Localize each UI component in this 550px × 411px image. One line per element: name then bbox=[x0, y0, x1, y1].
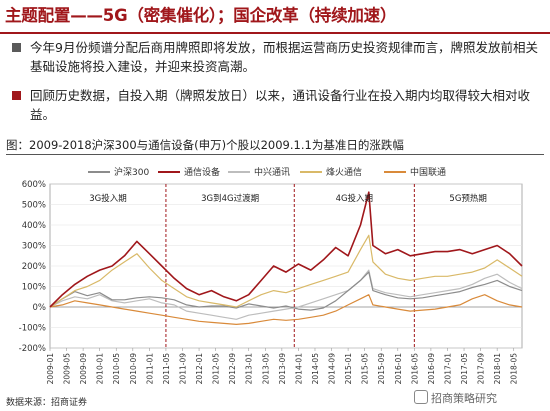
figure-caption: 图：2009-2018沪深300与通信设备(申万)个股以2009.1.1为基准日… bbox=[6, 138, 404, 152]
x-tick-label: 2016-01 bbox=[394, 353, 403, 385]
x-tick-label: 2013-05 bbox=[261, 353, 270, 385]
phase-label: 5G预热期 bbox=[449, 193, 487, 204]
x-tick-label: 2010-05 bbox=[112, 353, 121, 385]
wechat-logo-icon bbox=[414, 390, 428, 404]
series-line-0 bbox=[49, 271, 523, 311]
title-divider bbox=[0, 32, 550, 34]
bullet-text-2: 回顾历史数据，自投入期（牌照发放日）以来，通讯设备行业在投入期内均取得较大相对收… bbox=[30, 88, 531, 122]
legend-label: 通信设备 bbox=[184, 166, 220, 178]
x-tick-label: 2011-09 bbox=[178, 353, 187, 385]
x-tick-label: 2018-01 bbox=[493, 353, 502, 385]
x-tick-label: 2009-05 bbox=[63, 353, 72, 385]
chart-grid bbox=[49, 183, 523, 349]
x-tick-label: 2013-09 bbox=[278, 353, 287, 385]
x-tick-label: 2015-01 bbox=[344, 353, 353, 385]
phase-labels: 3G投入期 3G到4G过渡期 4G投入期 5G预热期 bbox=[89, 193, 487, 204]
y-axis: 600% 500% 400% 300% 200% 100% 0% -100% -200% bbox=[19, 180, 46, 354]
x-tick-label: 2009-09 bbox=[79, 353, 88, 385]
x-tick-label: 2014-09 bbox=[328, 353, 337, 385]
watermark: 招商策略研究 bbox=[414, 390, 497, 406]
y-tick-label: 600% bbox=[22, 180, 46, 190]
x-axis: 2009-01 2009-05 2009-09 2010-01 2010-05 2010-… bbox=[46, 348, 519, 384]
bullet-point-2: 回顾历史数据，自投入期（牌照发放日）以来，通讯设备行业在投入期内均取得较大相对收… bbox=[12, 86, 542, 126]
chart-legend: 沪深300 通信设备 中兴通讯 烽火通信 中国联通 bbox=[88, 166, 446, 178]
series-line-3 bbox=[49, 234, 523, 308]
x-tick-label: 2012-01 bbox=[195, 353, 204, 385]
caption-divider bbox=[6, 154, 544, 155]
line-chart: 600% 500% 400% 300% 200% 100% 0% -100% -200% 200… bbox=[19, 166, 523, 384]
x-tick-label: 2013-01 bbox=[245, 353, 254, 385]
y-tick-label: -100% bbox=[19, 324, 46, 334]
series-lines bbox=[49, 191, 523, 325]
legend-label: 沪深300 bbox=[114, 166, 149, 178]
x-tick-label: 2015-05 bbox=[361, 353, 370, 385]
y-tick-label: 100% bbox=[22, 283, 46, 293]
data-source: 数据来源：招商证券 bbox=[6, 398, 88, 408]
x-tick-label: 2014-01 bbox=[294, 353, 303, 385]
x-tick-label: 2011-05 bbox=[162, 353, 171, 385]
phase-label: 3G到4G过渡期 bbox=[201, 193, 259, 204]
y-tick-label: 0% bbox=[33, 303, 47, 313]
x-tick-label: 2010-09 bbox=[129, 353, 138, 385]
y-tick-label: 200% bbox=[22, 262, 46, 272]
legend-label: 烽火通信 bbox=[326, 166, 362, 178]
legend-label: 中兴通讯 bbox=[254, 166, 290, 178]
x-tick-label: 2016-09 bbox=[427, 353, 436, 385]
x-tick-label: 2010-01 bbox=[96, 353, 105, 385]
phase-label: 3G投入期 bbox=[89, 193, 127, 204]
legend-label: 中国联通 bbox=[410, 166, 446, 178]
x-tick-label: 2017-01 bbox=[443, 353, 452, 385]
series-line-2 bbox=[49, 269, 523, 320]
series-line-1 bbox=[49, 191, 523, 308]
x-tick-label: 2018-05 bbox=[510, 353, 519, 385]
x-tick-label: 2017-09 bbox=[477, 353, 486, 385]
x-tick-label: 2015-09 bbox=[377, 353, 386, 385]
bullet-square-icon bbox=[12, 43, 21, 52]
bullet-text-1: 今年9月份频谱分配后商用牌照即将发放，而根据运营商历史投资规律而言，牌照发放前相… bbox=[30, 40, 538, 74]
x-tick-label: 2012-09 bbox=[228, 353, 237, 385]
x-tick-label: 2012-05 bbox=[212, 353, 221, 385]
phase-label: 4G投入期 bbox=[336, 193, 374, 204]
y-tick-label: 400% bbox=[22, 221, 46, 231]
x-tick-label: 2014-05 bbox=[311, 353, 320, 385]
watermark-text: 招商策略研究 bbox=[431, 392, 497, 405]
x-tick-label: 2011-01 bbox=[145, 353, 154, 385]
y-tick-label: 300% bbox=[22, 242, 46, 252]
y-tick-label: 500% bbox=[22, 201, 46, 211]
x-tick-label: 2009-01 bbox=[46, 353, 55, 385]
bullet-square-icon bbox=[12, 91, 21, 100]
y-tick-label: -200% bbox=[19, 344, 46, 354]
series-line-4 bbox=[49, 294, 523, 325]
page-title: 主题配置——5G（密集催化）；国企改革（持续加速） bbox=[5, 6, 397, 25]
x-tick-label: 2017-05 bbox=[460, 353, 469, 385]
bullet-point-1: 今年9月份频谱分配后商用牌照即将发放，而根据运营商历史投资规律而言，牌照发放前相… bbox=[12, 38, 542, 78]
x-tick-label: 2016-05 bbox=[410, 353, 419, 385]
